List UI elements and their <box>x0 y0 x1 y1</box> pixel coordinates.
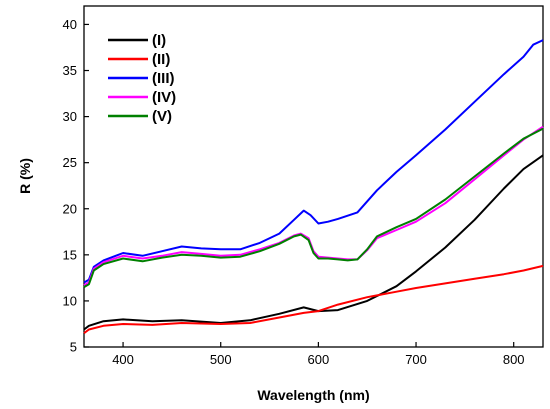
y-tick-label: 25 <box>63 155 77 170</box>
legend-label: (I) <box>152 32 166 49</box>
series-line-2 <box>83 264 544 334</box>
y-axis-label: R (%) <box>17 158 33 194</box>
legend: (I) (II) (III) (IV) (V) <box>108 32 176 125</box>
y-tick-label: 5 <box>70 340 77 355</box>
y-tick-label: 40 <box>63 17 77 32</box>
series-layer <box>83 39 544 334</box>
series-line-1 <box>83 154 544 331</box>
x-axis-label: Wavelength (nm) <box>257 387 369 403</box>
x-tick-label: 500 <box>210 352 232 367</box>
x-tick-label: 400 <box>112 352 134 367</box>
y-tick-label: 20 <box>63 201 77 216</box>
series-line-4 <box>83 125 544 287</box>
legend-label: (V) <box>152 108 172 125</box>
legend-label: (III) <box>152 70 175 87</box>
plot-area <box>83 5 544 348</box>
x-tick-label: 700 <box>405 352 427 367</box>
y-tick-label: 10 <box>63 293 77 308</box>
y-tick-label: 35 <box>63 63 77 78</box>
legend-label: (IV) <box>152 89 176 106</box>
x-tick-label: 600 <box>308 352 330 367</box>
y-tick-label: 15 <box>63 247 77 262</box>
series-line-5 <box>83 127 544 288</box>
y-tick-label: 30 <box>63 109 77 124</box>
x-tick-label: 800 <box>503 352 525 367</box>
axes-layer: 400 500 600 700 800 5 10 15 20 25 30 35 40 <box>63 17 525 367</box>
legend-label: (II) <box>152 51 170 68</box>
series-line-3 <box>83 39 544 284</box>
